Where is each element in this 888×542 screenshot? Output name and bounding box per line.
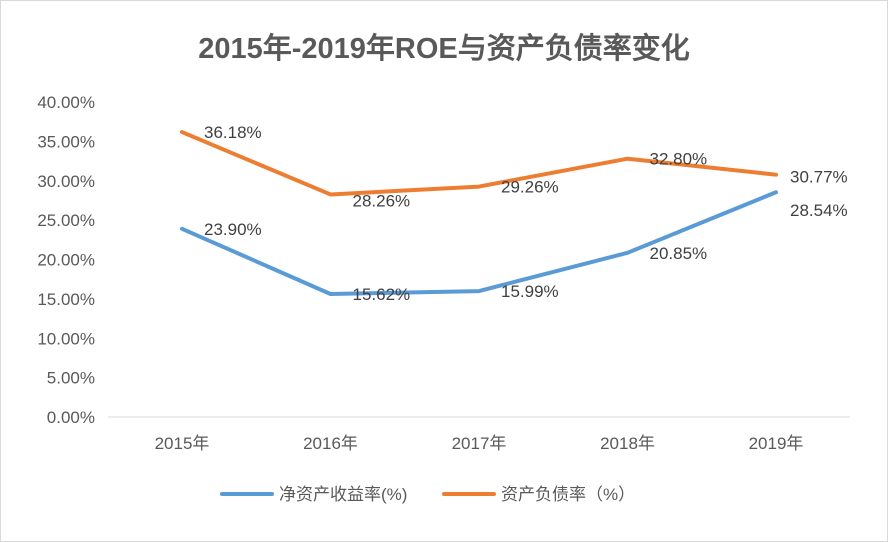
x-tick-label: 2015年 — [155, 434, 210, 453]
data-label: 28.26% — [353, 191, 411, 210]
y-tick-label: 0.00% — [47, 408, 95, 427]
data-label: 20.85% — [650, 244, 708, 263]
legend: 净资产收益率(%) 资产负债率（%） — [220, 485, 635, 504]
chart-title: 2015年-2019年ROE与资产负债率变化 — [198, 31, 690, 65]
y-tick-label: 10.00% — [37, 329, 95, 348]
data-label: 29.26% — [501, 178, 559, 197]
y-tick-label: 20.00% — [37, 251, 95, 270]
legend-label: 资产负债率（%） — [501, 485, 635, 504]
y-tick-label: 25.00% — [37, 211, 95, 230]
y-tick-label: 40.00% — [37, 93, 95, 112]
data-label: 28.54% — [790, 201, 848, 220]
y-tick-label: 30.00% — [37, 172, 95, 191]
y-tick-label: 15.00% — [37, 290, 95, 309]
data-label: 30.77% — [790, 168, 848, 187]
y-tick-label: 35.00% — [37, 132, 95, 151]
x-tick-label: 2017年 — [452, 434, 507, 453]
data-label: 23.90% — [204, 220, 262, 239]
legend-label: 净资产收益率(%) — [279, 485, 407, 504]
x-tick-label: 2016年 — [303, 434, 358, 453]
x-tick-label: 2018年 — [600, 434, 655, 453]
x-tick-label: 2019年 — [749, 434, 804, 453]
data-label: 32.80% — [650, 150, 708, 169]
data-label: 15.99% — [501, 282, 559, 301]
data-label: 36.18% — [204, 123, 262, 142]
data-label: 15.62% — [353, 285, 411, 304]
y-tick-label: 5.00% — [47, 369, 95, 388]
